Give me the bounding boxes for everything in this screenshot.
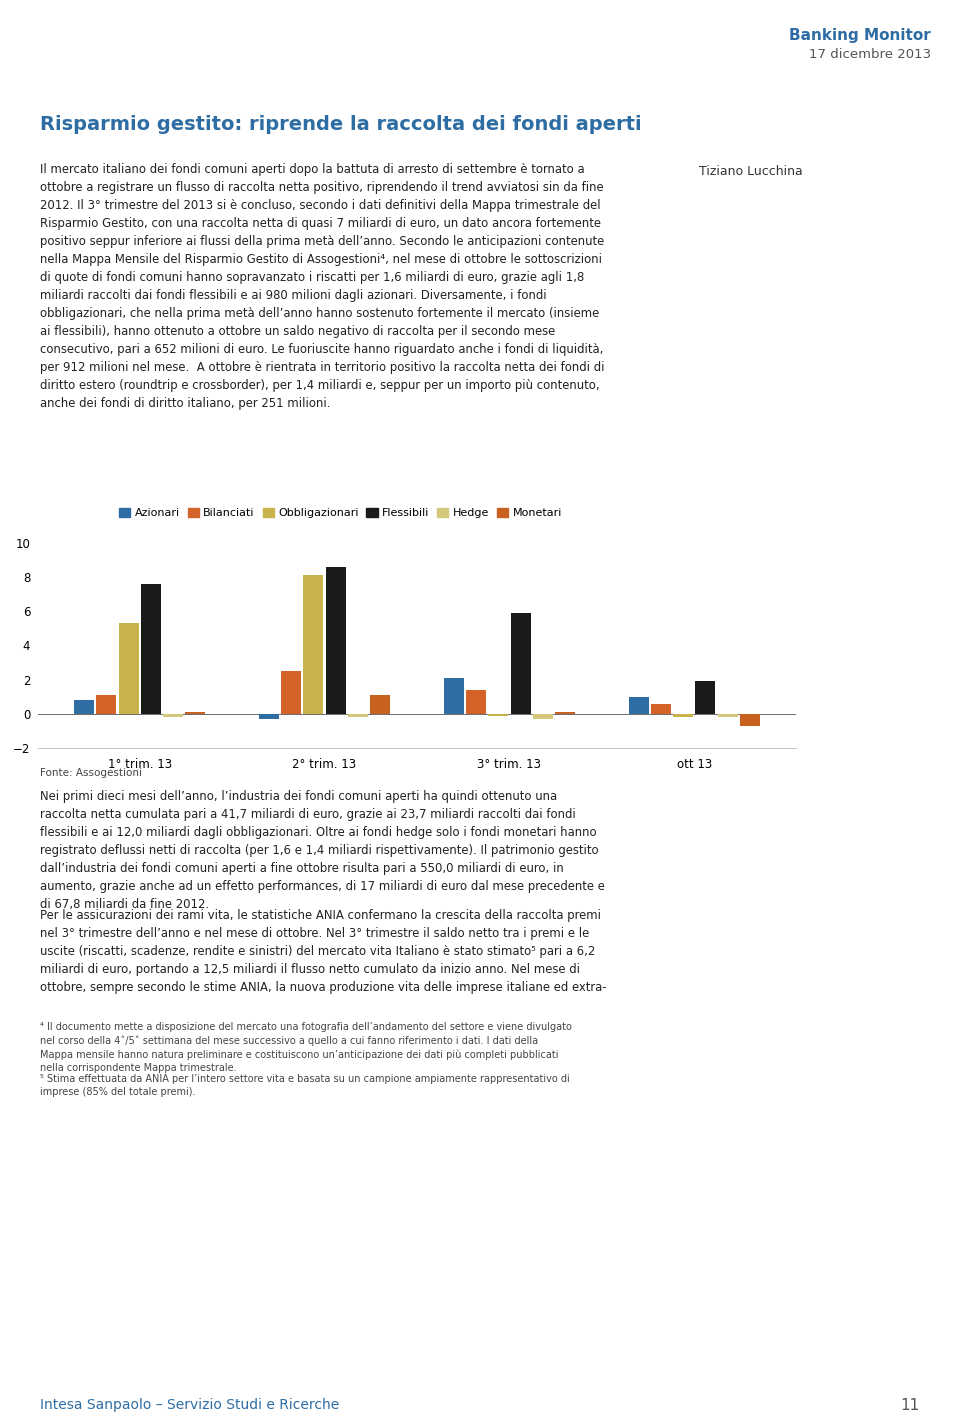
Bar [718,713,737,718]
Bar [370,695,390,713]
Bar [325,567,346,713]
Text: Fondi comuni aperti: scomposizione della raccolta netta per categoria (miliardi : Fondi comuni aperti: scomposizione della… [44,527,610,537]
Bar [259,713,279,719]
Text: Tiziano Lucchina: Tiziano Lucchina [699,165,803,178]
Bar [185,712,205,713]
Bar [555,712,575,713]
Text: Banking Monitor: Banking Monitor [789,28,931,43]
Text: ⁵ Stima effettuata da ANIA per l’intero settore vita e basata su un campione amp: ⁵ Stima effettuata da ANIA per l’intero … [40,1074,570,1097]
Bar [96,695,116,713]
Text: Il mercato italiano dei fondi comuni aperti dopo la battuta di arresto di settem: Il mercato italiano dei fondi comuni ape… [40,163,605,411]
Bar [673,713,693,718]
Bar [533,713,553,719]
Bar [303,576,324,713]
Bar [695,682,715,713]
Text: Risparmio gestito: riprende la raccolta dei fondi aperti: Risparmio gestito: riprende la raccolta … [40,115,642,134]
Text: ⁴ Il documento mette a disposizione del mercato una fotografia dell’andamento de: ⁴ Il documento mette a disposizione del … [40,1022,572,1073]
Text: Nei primi dieci mesi dell’anno, l’industria dei fondi comuni aperti ha quindi ot: Nei primi dieci mesi dell’anno, l’indust… [40,790,605,911]
Legend: Azionari, Bilanciati, Obbligazionari, Flessibili, Hedge, Monetari: Azionari, Bilanciati, Obbligazionari, Fl… [119,507,562,519]
Text: Intesa Sanpaolo – Servizio Studi e Ricerche: Intesa Sanpaolo – Servizio Studi e Ricer… [40,1398,340,1412]
Bar [281,671,301,713]
Text: 17 dicembre 2013: 17 dicembre 2013 [809,48,931,61]
Bar [489,713,509,716]
Bar [163,713,183,718]
Bar [141,584,160,713]
Bar [467,691,486,713]
Bar [651,703,671,713]
Text: Per le assicurazioni dei rami vita, le statistiche ANIA confermano la crescita d: Per le assicurazioni dei rami vita, le s… [40,909,607,995]
Bar [348,713,368,718]
Bar [74,701,94,713]
Text: 11: 11 [900,1398,920,1412]
Text: Fonte: Assogestioni: Fonte: Assogestioni [40,767,142,779]
Bar [740,713,759,726]
Bar [119,624,138,713]
Bar [629,696,649,713]
Bar [511,612,531,713]
Bar [444,678,464,713]
